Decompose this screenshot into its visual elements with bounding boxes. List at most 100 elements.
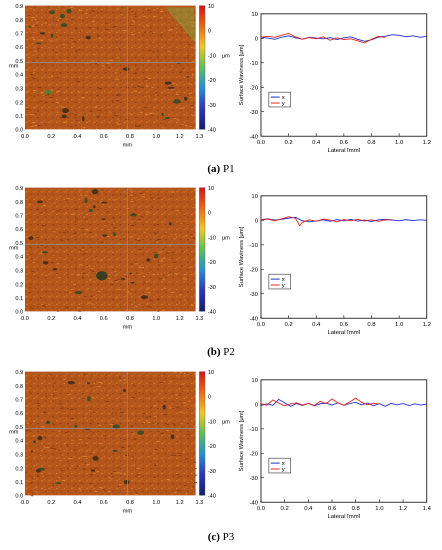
y-tick-label: 10: [251, 378, 258, 384]
x-tick-label: 0.2: [281, 506, 289, 512]
panel-caption: (c) P3: [0, 531, 442, 543]
colorbar-tick-label: 0: [208, 211, 211, 217]
series-line-y: [260, 32, 386, 44]
map-y-tick-label: 0.6: [15, 227, 23, 233]
map-x-tick-label: 0.2: [47, 134, 55, 140]
x-tick-label: 1.0: [395, 140, 404, 146]
legend-box: [268, 273, 291, 290]
map-x-tick-label: 0.0: [21, 316, 29, 322]
map-x-unit: mm: [123, 142, 133, 148]
map-x-tick-label: 1.2: [176, 134, 184, 140]
y-tick-label: 10: [251, 194, 258, 200]
colorbar-tick-label: 10: [208, 4, 214, 10]
y-tick-label: -30: [249, 292, 258, 298]
x-tick-label: 1.2: [423, 140, 431, 146]
colorbar-tick-label: 0: [208, 395, 211, 401]
map-x-tick-label: 1.3: [195, 316, 203, 322]
map-x-unit: mm: [123, 508, 133, 514]
colorbar-tick-label: -10: [208, 235, 216, 241]
surface-height-image: [25, 187, 196, 312]
map-x-tick-label: 0.6: [100, 316, 108, 322]
x-axis-label: Lateral [mm]: [327, 514, 360, 518]
surface-map: 0.9 0.8 0.7 0.6 0.5 0.4 0.3 0.2 0.1 0.0 mm 0.0 0.2 0.…: [9, 186, 230, 330]
map-x-tick-label: 0.8: [126, 134, 134, 140]
map-x-tick-label: 0.2: [47, 316, 55, 322]
map-y-tick-label: 0.7: [15, 31, 23, 37]
colorbar-tick-label: -30: [208, 285, 216, 291]
map-y-tick-label: 0.8: [15, 18, 23, 24]
x-tick-label: 0.2: [284, 140, 292, 146]
legend-box: [268, 457, 291, 474]
colorbar-unit: μm: [222, 420, 230, 426]
y-tick-label: -30: [249, 476, 258, 482]
waviness-line-chart: 10 0 -10 -20 -30 -400.0 0.2 0.4 0.6 0.8 1.0 1.2 1.4 L…: [239, 378, 431, 518]
legend-label-y: y: [282, 467, 285, 473]
x-tick-label: 0.0: [257, 322, 266, 328]
y-tick-label: 0: [255, 403, 259, 409]
waviness-line-chart: 10 0 -10 -20 -30 -400.0 0.2 0.4 0.6 0.8 1.0 1.2 Late…: [239, 194, 431, 334]
map-y-unit: mm: [9, 430, 19, 436]
x-axis-label: Lateral [mm]: [327, 330, 360, 334]
surface-height-image: [25, 371, 196, 496]
surface-map: 0.9 0.8 0.7 0.6 0.5 0.4 0.3 0.2 0.1 0.0 mm 0.0 0.2 0.…: [9, 4, 230, 148]
map-x-tick-label: 1.0: [152, 134, 160, 140]
colorbar-tick-label: -20: [208, 78, 216, 84]
map-y-tick-label: 0.5: [15, 241, 23, 247]
colorbar-tick-label: -40: [208, 310, 216, 316]
map-y-tick-label: 0.3: [15, 268, 23, 274]
x-tick-label: 0.0: [257, 506, 266, 512]
map-y-tick-label: 0.1: [15, 296, 23, 302]
map-y-tick-label: 0.0: [15, 128, 23, 134]
panel-caption-label: (a): [207, 163, 221, 175]
y-tick-label: 0: [255, 37, 259, 43]
y-tick-label: -40: [249, 500, 258, 506]
map-x-tick-label: 1.0: [152, 316, 160, 322]
figure-panel-p1: 0.9 0.8 0.7 0.6 0.5 0.4 0.3 0.2 0.1 0.0 mm 0.0 0.2 0.…: [0, 0, 442, 182]
map-y-tick-label: 0.5: [15, 59, 23, 65]
legend-box: [268, 91, 291, 108]
x-tick-label: 0.2: [284, 322, 292, 328]
map-y-tick-label: 0.2: [15, 282, 23, 288]
colorbar: [199, 187, 206, 312]
x-tick-label: 0.8: [367, 140, 376, 146]
x-tick-label: 0.4: [312, 140, 321, 146]
map-x-tick-label: 0.4: [74, 500, 82, 506]
map-y-tick-label: 0.3: [15, 86, 23, 92]
map-y-tick-label: 0.1: [15, 114, 23, 120]
legend-label-x: x: [282, 277, 285, 283]
map-y-tick-label: 0.7: [15, 213, 23, 219]
legend-label-y: y: [282, 283, 285, 289]
legend-label-x: x: [282, 461, 285, 467]
colorbar-tick-label: -10: [208, 53, 216, 59]
plot-frame: [260, 379, 428, 503]
y-tick-label: -20: [249, 452, 258, 458]
x-tick-label: 0.8: [367, 322, 376, 328]
panel-caption-name: P1: [222, 163, 235, 175]
map-y-tick-label: 0.9: [15, 4, 23, 10]
colorbar-unit: μm: [222, 54, 230, 60]
figure-panel-p2: 0.9 0.8 0.7 0.6 0.5 0.4 0.3 0.2 0.1 0.0 mm 0.0 0.2 0.…: [0, 182, 442, 364]
legend-label-x: x: [282, 95, 285, 101]
colorbar-tick-label: -40: [208, 128, 216, 134]
panel-caption-name: P3: [222, 531, 235, 543]
x-tick-label: 1.2: [423, 322, 431, 328]
x-tick-label: 0.4: [304, 506, 313, 512]
map-y-tick-label: 0.4: [15, 255, 23, 261]
map-x-tick-label: 1.0: [152, 500, 160, 506]
x-tick-label: 0.4: [312, 322, 321, 328]
colorbar-tick-label: 10: [208, 186, 214, 192]
series-line-y: [260, 216, 393, 227]
x-tick-label: 1.0: [395, 322, 404, 328]
surface-texture: [25, 371, 198, 497]
panel-caption-label: (b): [207, 346, 221, 358]
y-tick-label: 10: [251, 12, 258, 18]
legend-label-y: y: [282, 101, 285, 107]
colorbar-tick-label: 10: [208, 370, 214, 376]
x-tick-label: 0.0: [257, 140, 266, 146]
series-line-x: [260, 34, 427, 42]
map-y-tick-label: 0.9: [15, 370, 23, 376]
x-tick-label: 0.6: [328, 506, 337, 512]
y-tick-label: -10: [249, 61, 258, 67]
y-tick-label: -20: [249, 86, 258, 92]
plot-frame: [260, 195, 428, 319]
